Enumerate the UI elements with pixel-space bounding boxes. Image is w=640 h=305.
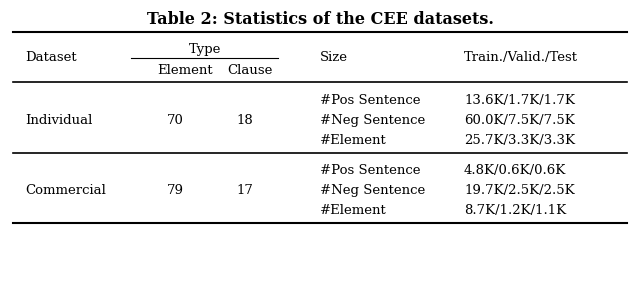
Text: 4.8K/0.6K/0.6K: 4.8K/0.6K/0.6K: [464, 164, 566, 177]
Text: #Element: #Element: [320, 134, 387, 147]
Text: Dataset: Dataset: [26, 51, 77, 64]
Text: 8.7K/1.2K/1.1K: 8.7K/1.2K/1.1K: [464, 204, 566, 217]
Text: #Pos Sentence: #Pos Sentence: [320, 94, 420, 107]
Text: Individual: Individual: [26, 114, 93, 127]
Text: Element: Element: [157, 64, 212, 77]
Text: 18: 18: [237, 114, 253, 127]
Text: Type: Type: [189, 43, 221, 56]
Text: 79: 79: [166, 184, 184, 197]
Text: Train./Valid./Test: Train./Valid./Test: [464, 51, 578, 64]
Text: Size: Size: [320, 51, 348, 64]
Text: Table 2: Statistics of the CEE datasets.: Table 2: Statistics of the CEE datasets.: [147, 11, 493, 28]
Text: 17: 17: [237, 184, 253, 197]
Text: 13.6K/1.7K/1.7K: 13.6K/1.7K/1.7K: [464, 94, 575, 107]
Text: 19.7K/2.5K/2.5K: 19.7K/2.5K/2.5K: [464, 184, 575, 197]
Text: Clause: Clause: [227, 64, 273, 77]
Text: #Neg Sentence: #Neg Sentence: [320, 114, 425, 127]
Text: #Neg Sentence: #Neg Sentence: [320, 184, 425, 197]
Text: 70: 70: [166, 114, 183, 127]
Text: #Pos Sentence: #Pos Sentence: [320, 164, 420, 177]
Text: 25.7K/3.3K/3.3K: 25.7K/3.3K/3.3K: [464, 134, 575, 147]
Text: Commercial: Commercial: [26, 184, 106, 197]
Text: #Element: #Element: [320, 204, 387, 217]
Text: 60.0K/7.5K/7.5K: 60.0K/7.5K/7.5K: [464, 114, 575, 127]
